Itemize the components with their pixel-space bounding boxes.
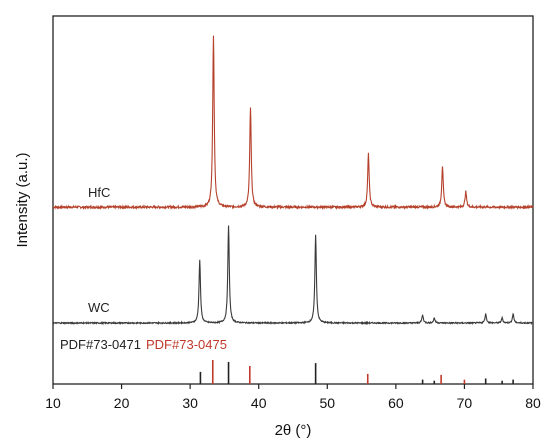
series-line <box>52 35 534 211</box>
pdf-73-0475-label: PDF#73-0475 <box>146 337 227 352</box>
x-tick-label: 20 <box>114 395 130 411</box>
x-axis: 10 20 30 40 50 60 70 80 <box>45 384 541 411</box>
pdf-73-0471-sticks <box>199 362 514 384</box>
series-line <box>52 225 534 326</box>
x-tick-label: 50 <box>319 395 335 411</box>
x-axis-label: 2θ (°) <box>275 422 312 439</box>
pdf-73-0475-sticks <box>211 360 466 384</box>
pdf-73-0471-label: PDF#73-0471 <box>60 337 141 352</box>
hfc-label: HfC <box>88 185 110 200</box>
x-tick-label: 40 <box>251 395 267 411</box>
wc-series <box>52 225 534 326</box>
x-tick-label: 60 <box>388 395 404 411</box>
x-tick-label: 10 <box>45 395 61 411</box>
hfc-series <box>52 35 534 211</box>
y-axis-label: Intensity (a.u.) <box>14 152 31 247</box>
x-tick-label: 80 <box>525 395 541 411</box>
plot-frame <box>52 15 534 385</box>
wc-label: WC <box>88 300 110 315</box>
x-tick-label: 70 <box>457 395 473 411</box>
x-tick-label: 30 <box>182 395 198 411</box>
